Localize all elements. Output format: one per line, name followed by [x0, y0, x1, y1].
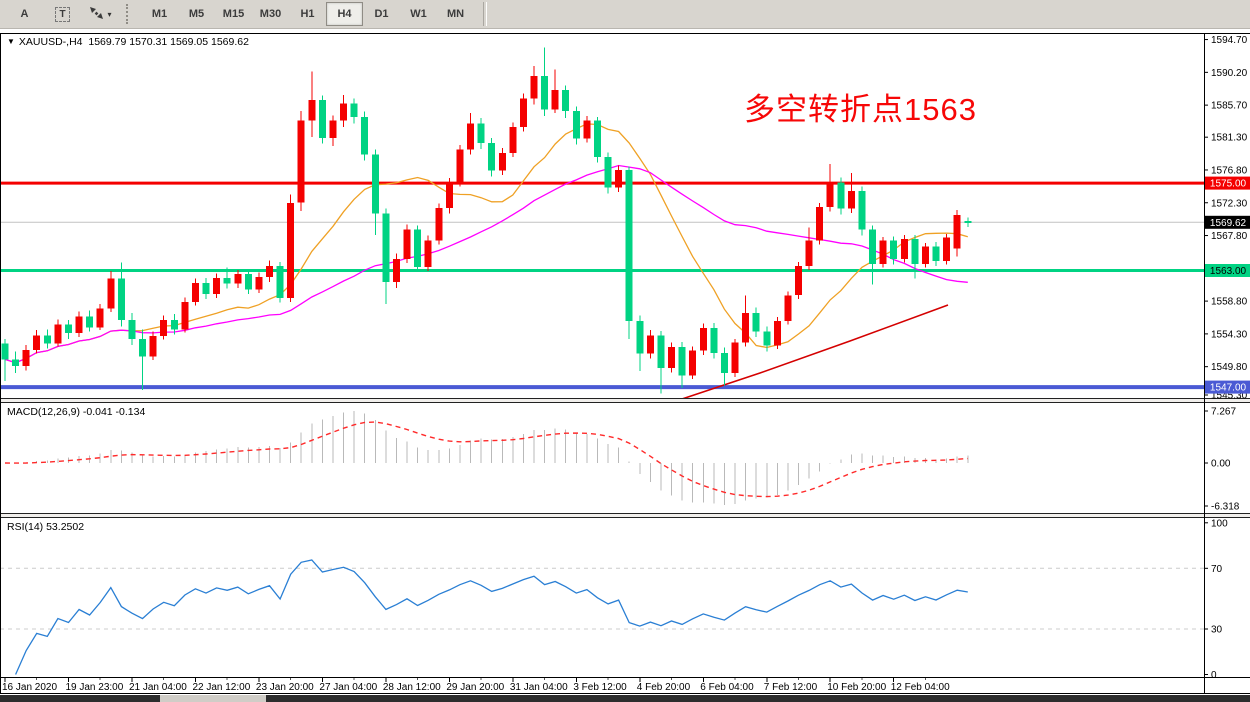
svg-text:0: 0 [1211, 670, 1217, 681]
timeframe-M30-button[interactable]: M30 [252, 2, 289, 26]
svg-text:23 Jan 20:00: 23 Jan 20:00 [256, 682, 314, 693]
bottom-scrollbar-thumb[interactable] [160, 695, 266, 702]
moving-average-line-13 [5, 124, 968, 363]
text-box-icon: T [55, 7, 69, 22]
svg-text:1576.80: 1576.80 [1211, 165, 1248, 176]
symbol-ohlc-header[interactable]: ▼ XAUUSD-,H4 1569.79 1570.31 1569.05 1569… [7, 36, 249, 48]
svg-text:30: 30 [1211, 624, 1223, 635]
svg-text:4 Feb 20:00: 4 Feb 20:00 [637, 682, 691, 693]
svg-text:16 Jan 2020: 16 Jan 2020 [2, 682, 57, 693]
svg-text:21 Jan 04:00: 21 Jan 04:00 [129, 682, 187, 693]
text-box-tool-button[interactable]: T [44, 2, 81, 26]
svg-text:1547.00: 1547.00 [1210, 383, 1247, 394]
svg-text:29 Jan 20:00: 29 Jan 20:00 [446, 682, 504, 693]
svg-text:27 Jan 04:00: 27 Jan 04:00 [319, 682, 377, 693]
svg-text:1549.80: 1549.80 [1211, 362, 1248, 373]
shapes-tool-button[interactable]: ▾ [82, 2, 119, 26]
svg-text:19 Jan 23:00: 19 Jan 23:00 [65, 682, 123, 693]
toolbar-separator [483, 2, 487, 26]
timeframe-M5-button[interactable]: M5 [178, 2, 215, 26]
svg-text:12 Feb 04:00: 12 Feb 04:00 [891, 682, 950, 693]
rsi-indicator-label: RSI(14) 53.2502 [7, 521, 84, 533]
timeframe-M1-button[interactable]: M1 [141, 2, 178, 26]
timeframe-group: M1M5M15M30H1H4D1W1MN [141, 2, 474, 26]
svg-text:6 Feb 04:00: 6 Feb 04:00 [700, 682, 754, 693]
chevron-down-icon: ▾ [107, 10, 111, 19]
trading-terminal: { "toolbar": { "tools": [ {"id": "text-l… [0, 0, 1250, 702]
svg-text:-6.318: -6.318 [1211, 502, 1240, 513]
symbol-dropdown-arrow-icon: ▼ [7, 37, 15, 46]
timeframe-MN-button[interactable]: MN [437, 2, 474, 26]
svg-text:0.00: 0.00 [1211, 459, 1231, 470]
timeframe-D1-button[interactable]: D1 [363, 2, 400, 26]
timeframe-H4-button[interactable]: H4 [326, 2, 363, 26]
svg-text:1585.70: 1585.70 [1211, 101, 1248, 112]
svg-text:28 Jan 12:00: 28 Jan 12:00 [383, 682, 441, 693]
svg-text:1572.30: 1572.30 [1211, 198, 1248, 209]
chart-frame [0, 33, 1250, 694]
timeframe-M15-button[interactable]: M15 [215, 2, 252, 26]
svg-text:3 Feb 12:00: 3 Feb 12:00 [573, 682, 627, 693]
chart-canvas[interactable]: 1594.70 1590.20 1585.70 1581.30 1576.80 1572.… [0, 0, 1250, 702]
symbol-name: XAUUSD-,H4 [19, 36, 83, 48]
svg-text:31 Jan 04:00: 31 Jan 04:00 [510, 682, 568, 693]
svg-text:7 Feb 12:00: 7 Feb 12:00 [764, 682, 818, 693]
macd-indicator-label: MACD(12,26,9) -0.041 -0.134 [7, 406, 145, 418]
svg-text:1590.20: 1590.20 [1211, 68, 1248, 79]
svg-text:1575.00: 1575.00 [1210, 179, 1247, 190]
macd-histogram [5, 411, 968, 505]
svg-text:1569.62: 1569.62 [1210, 218, 1247, 229]
time-axis: 16 Jan 2020 19 Jan 23:00 21 Jan 04:00 22 Ja… [2, 678, 950, 693]
svg-text:1567.80: 1567.80 [1211, 231, 1248, 242]
indicator-axes: 7.267 0.00 -6.318 100 70 30 0 [1204, 407, 1240, 682]
shapes-arrows-icon [89, 6, 104, 23]
svg-text:1594.70: 1594.70 [1211, 35, 1248, 46]
svg-text:100: 100 [1211, 518, 1228, 529]
svg-text:70: 70 [1211, 564, 1223, 575]
symbol-ohlc-values: 1569.79 1570.31 1569.05 1569.62 [88, 36, 249, 48]
svg-text:10 Feb 20:00: 10 Feb 20:00 [827, 682, 886, 693]
moving-average-line-34 [5, 166, 968, 363]
svg-text:7.267: 7.267 [1211, 407, 1236, 418]
price-axis: 1594.70 1590.20 1585.70 1581.30 1576.80 1572.… [1204, 35, 1250, 401]
svg-text:1554.30: 1554.30 [1211, 329, 1248, 340]
timeframe-H1-button[interactable]: H1 [289, 2, 326, 26]
svg-text:22 Jan 12:00: 22 Jan 12:00 [192, 682, 250, 693]
svg-text:1558.80: 1558.80 [1211, 297, 1248, 308]
toolbar: A T ▾ M1M5M15M30H1H4D1W1MN [0, 0, 1250, 29]
svg-text:1581.30: 1581.30 [1211, 133, 1248, 144]
svg-text:1563.00: 1563.00 [1210, 266, 1247, 277]
rsi-line [16, 560, 968, 675]
toolbar-drag-handle[interactable] [126, 4, 132, 24]
macd-signal-line [5, 422, 968, 497]
text-label-tool-button[interactable]: A [6, 2, 43, 26]
chart-annotation-text[interactable]: 多空转折点1563 [744, 84, 977, 129]
timeframe-W1-button[interactable]: W1 [400, 2, 437, 26]
